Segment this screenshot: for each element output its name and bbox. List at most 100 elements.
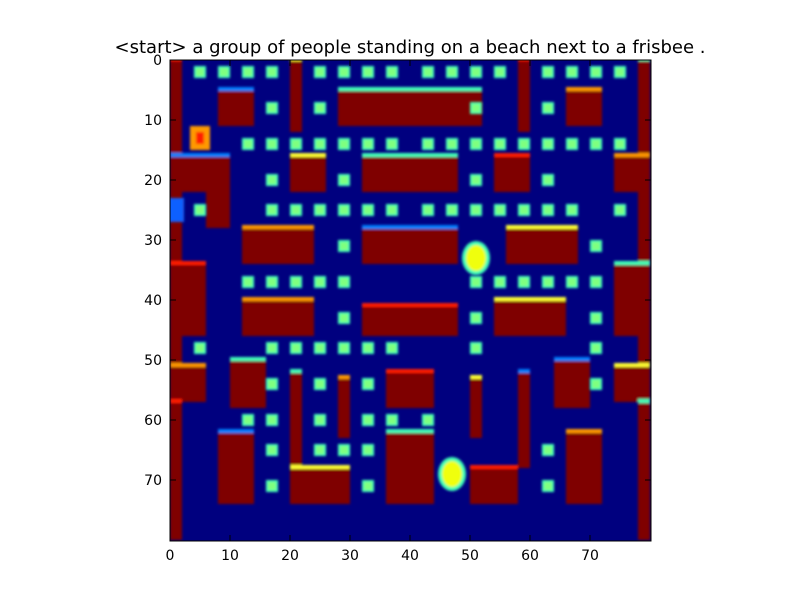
pellet [520,278,528,286]
wall-edge [554,357,590,361]
wall-block [638,402,650,540]
pellet [592,68,600,76]
chart-title: <start> a group of people standing on a … [115,37,706,58]
pellet [268,416,276,424]
pellet [316,206,324,214]
wall-block [170,366,206,402]
pellet [196,206,204,214]
pellet [472,68,480,76]
pacman [442,461,462,487]
pellet [424,68,432,76]
wall-block [218,90,254,126]
wall-edge [494,297,566,301]
wall-edge [614,153,650,157]
wall-edge [614,363,650,367]
pellet [364,206,372,214]
pellet [544,140,552,148]
pellet [544,176,552,184]
wall-block [170,402,182,540]
wall-block [566,90,602,126]
pellet [544,482,552,490]
pellet [568,68,576,76]
x-tick-label: 0 [166,548,175,564]
pellet [472,278,480,286]
wall-block [362,156,458,192]
axis-ticks: 0 10 20 30 40 50 60 70 0 10 20 30 40 50 60 70 [144,53,651,564]
wall-edge [242,225,314,229]
pellet [316,140,324,148]
pellet [340,206,348,214]
pellet [544,104,552,112]
x-tick-label: 50 [461,548,479,564]
pellet [316,344,324,352]
wall-edge [170,363,206,367]
wall-edge [290,153,326,157]
pellet [340,314,348,322]
wall-block [242,300,314,336]
wall-block [362,306,458,336]
pellet [568,278,576,286]
pellet [196,344,204,352]
wall-block [290,156,326,192]
wall-edge [362,303,458,307]
pellet [424,206,432,214]
wall-block [614,264,650,336]
pellet [364,68,372,76]
pellet [388,206,396,214]
pellet [364,482,372,490]
pellet [316,416,324,424]
pellet [424,140,432,148]
wall-block [290,372,302,468]
x-tick-label: 10 [221,548,239,564]
pellet [340,176,348,184]
wall-block [290,468,350,504]
y-tick-label: 30 [144,233,162,249]
pellet [196,68,204,76]
ghost-eye [196,132,204,144]
wall-block [206,156,230,228]
pellet [316,104,324,112]
y-tick-label: 60 [144,413,162,429]
pellet [268,380,276,388]
pellet [388,344,396,352]
pellet [244,140,252,148]
walls-layer [170,60,650,540]
x-tick-label: 20 [281,548,299,564]
wall-edge [218,429,254,433]
pellet [292,140,300,148]
y-tick-label: 40 [144,293,162,309]
pellet [388,416,396,424]
wall-block [218,432,254,504]
pellet [364,416,372,424]
wall-block [362,228,458,264]
pellet [340,68,348,76]
pellet [340,446,348,454]
pellet [268,176,276,184]
pacman [466,245,486,271]
wall-edge [386,369,434,373]
wall-block [338,90,482,126]
pellet [472,140,480,148]
pellet [472,104,480,112]
wall-edge [566,87,602,91]
wall-block [614,366,650,402]
wall-block [494,156,530,192]
pellet [340,242,348,250]
wall-edge [170,399,182,403]
pellet [520,206,528,214]
pellet [316,446,324,454]
pellet [316,278,324,286]
wall-block [506,228,578,264]
pellet [496,68,504,76]
pellet [424,416,432,424]
wall-block [566,432,602,504]
wall-block [290,60,302,132]
pellet [544,68,552,76]
pellet [244,68,252,76]
wall-block [242,228,314,264]
heatmap-image [170,60,651,541]
pellet [568,206,576,214]
x-tick-label: 70 [581,548,599,564]
pellet [472,314,480,322]
